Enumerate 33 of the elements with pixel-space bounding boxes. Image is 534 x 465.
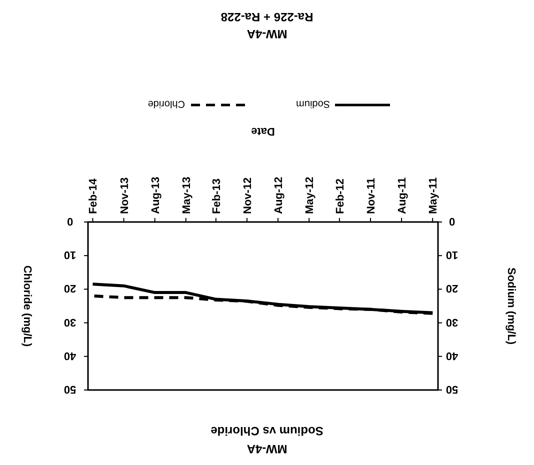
y2-tick-label: 30 — [446, 316, 458, 328]
y-tick-label: 0 — [66, 215, 74, 227]
y-tick-label: 20 — [64, 282, 76, 294]
x-tick-label: Feb-13 — [210, 178, 223, 214]
y2-tick-label: 10 — [446, 248, 458, 261]
x-tick-label: May-12 — [304, 176, 316, 214]
x-axis-title: Date — [251, 125, 275, 137]
x-tick-label: Nov-13 — [118, 177, 131, 214]
y-tick-label: 40 — [64, 349, 76, 362]
x-tick-label: Aug-13 — [150, 176, 162, 214]
y2-tick-label: 50 — [446, 383, 458, 395]
x-tick-label: Aug-12 — [273, 176, 286, 214]
x-tick-label: May-13 — [180, 176, 193, 214]
y2-axis-title: Sodium (mg/L) — [505, 268, 517, 345]
text: MW-4A — [246, 442, 288, 456]
x-tick-label: May-11 — [428, 177, 440, 214]
y-tick-label: 30 — [64, 316, 76, 328]
x-tick-label: Aug-11 — [396, 177, 409, 214]
y2-tick-label: 20 — [446, 282, 458, 294]
y-tick-label: 50 — [64, 383, 76, 395]
text: Chloride — [147, 98, 185, 109]
y2-tick-label: 40 — [446, 349, 458, 362]
y2-tick-label: 0 — [448, 215, 456, 227]
text: MW-4A — [246, 27, 288, 41]
y-tick-label: 10 — [64, 248, 76, 261]
text: Sodium vs Chloride — [210, 424, 324, 438]
x-tick-label: Nov-11 — [366, 178, 378, 214]
x-tick-label: Feb-14 — [88, 178, 100, 214]
text: Ra-226 + Ra-228 — [220, 10, 314, 24]
text: Sodium — [296, 98, 330, 109]
x-tick-label: Feb-12 — [334, 178, 346, 214]
x-tick-label: Nov-12 — [242, 177, 254, 214]
y-axis-title: Chloride (mg/L) — [21, 265, 33, 347]
